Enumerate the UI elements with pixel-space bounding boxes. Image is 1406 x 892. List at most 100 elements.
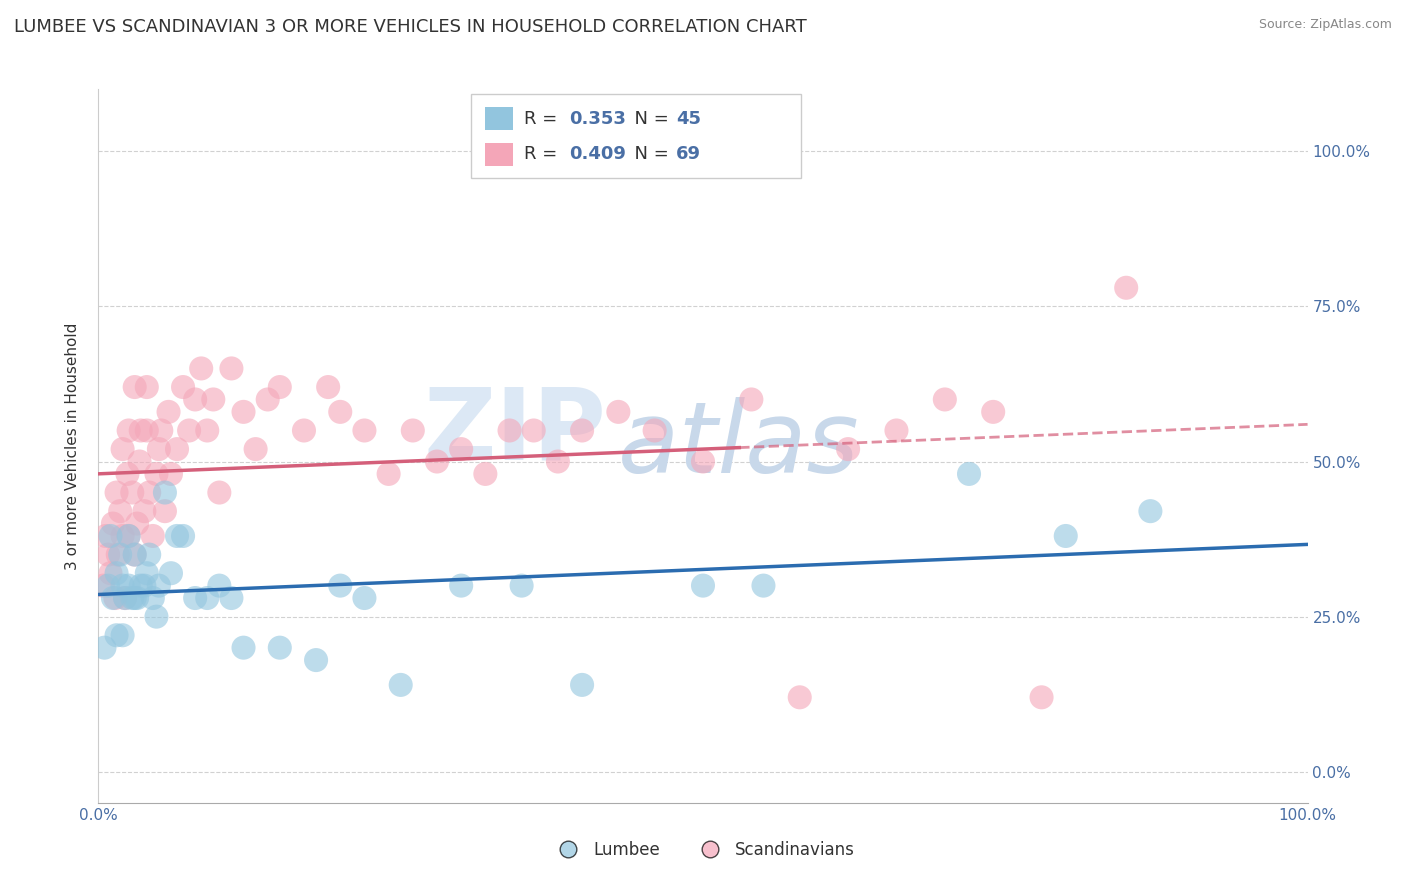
Point (105, 628, 128, 642)
Point (166, 529, 188, 543)
Point (160, 566, 183, 581)
Point (94, 529, 117, 543)
Legend: Lumbee, Scandinavians: Lumbee, Scandinavians (544, 835, 862, 866)
Point (153, 504, 176, 518)
Point (292, 424, 315, 438)
Text: LUMBEE VS SCANDINAVIAN 3 OR MORE VEHICLES IN HOUSEHOLD CORRELATION CHART: LUMBEE VS SCANDINAVIAN 3 OR MORE VEHICLE… (14, 18, 807, 36)
Point (129, 424, 152, 438)
Point (153, 485, 176, 500)
Text: R =: R = (524, 110, 564, 128)
Point (172, 529, 194, 543)
Point (148, 579, 170, 593)
Point (157, 405, 180, 419)
Point (510, 579, 533, 593)
Text: R =: R = (524, 145, 564, 163)
Point (450, 442, 472, 456)
Point (450, 579, 472, 593)
Point (148, 442, 170, 456)
Point (184, 591, 207, 605)
Point (124, 548, 146, 562)
Point (108, 548, 131, 562)
Text: 0.353: 0.353 (569, 110, 626, 128)
Point (114, 591, 136, 605)
Point (245, 442, 267, 456)
Point (105, 485, 128, 500)
Point (117, 467, 139, 481)
Point (145, 609, 167, 624)
Text: ZIP: ZIP (423, 384, 606, 480)
Point (269, 640, 291, 655)
Point (886, 424, 908, 438)
Text: N =: N = (623, 110, 675, 128)
Point (104, 591, 127, 605)
Point (752, 579, 775, 593)
Point (118, 529, 141, 543)
Point (138, 485, 160, 500)
Point (118, 424, 141, 438)
Point (934, 392, 956, 407)
Text: Source: ZipAtlas.com: Source: ZipAtlas.com (1258, 18, 1392, 31)
Point (105, 566, 128, 581)
Point (402, 424, 425, 438)
Point (789, 690, 811, 705)
Point (160, 467, 183, 481)
Point (150, 424, 173, 438)
Point (101, 516, 124, 531)
Point (135, 380, 157, 394)
Point (377, 467, 399, 481)
Point (232, 405, 254, 419)
Point (93, 640, 115, 655)
Point (837, 442, 859, 456)
Point (208, 579, 231, 593)
Point (97, 548, 120, 562)
Point (389, 678, 412, 692)
Point (118, 579, 141, 593)
Y-axis label: 3 or more Vehicles in Household: 3 or more Vehicles in Household (65, 322, 80, 570)
Point (190, 361, 212, 376)
Point (269, 380, 291, 394)
Point (107, 548, 129, 562)
Point (111, 579, 134, 593)
Point (316, 380, 339, 394)
Point (127, 591, 149, 605)
Point (179, 424, 201, 438)
Text: 45: 45 (676, 110, 702, 128)
Point (202, 392, 225, 407)
Point (474, 467, 496, 481)
Point (523, 424, 546, 438)
Point (111, 442, 134, 456)
Point (111, 529, 134, 543)
Point (128, 454, 150, 468)
Point (195, 424, 218, 438)
Point (981, 405, 1004, 419)
Point (166, 442, 188, 456)
Point (571, 678, 593, 692)
Point (1115, 281, 1137, 295)
Point (607, 405, 630, 419)
Point (135, 566, 157, 581)
Point (1031, 690, 1053, 705)
Text: 69: 69 (676, 145, 702, 163)
Point (692, 454, 714, 468)
Text: N =: N = (623, 145, 675, 163)
Point (129, 579, 152, 593)
Point (208, 485, 231, 500)
Point (547, 454, 569, 468)
Point (124, 548, 146, 562)
Point (221, 361, 243, 376)
Point (221, 591, 243, 605)
Point (426, 454, 449, 468)
Point (329, 579, 352, 593)
Point (145, 467, 167, 481)
Point (100, 566, 122, 581)
Point (142, 591, 165, 605)
Point (353, 424, 375, 438)
Text: 0.409: 0.409 (569, 145, 626, 163)
Point (172, 380, 194, 394)
Point (1139, 504, 1161, 518)
Point (353, 591, 375, 605)
Point (97, 579, 120, 593)
Point (91, 579, 114, 593)
Point (134, 579, 156, 593)
Point (957, 467, 980, 481)
